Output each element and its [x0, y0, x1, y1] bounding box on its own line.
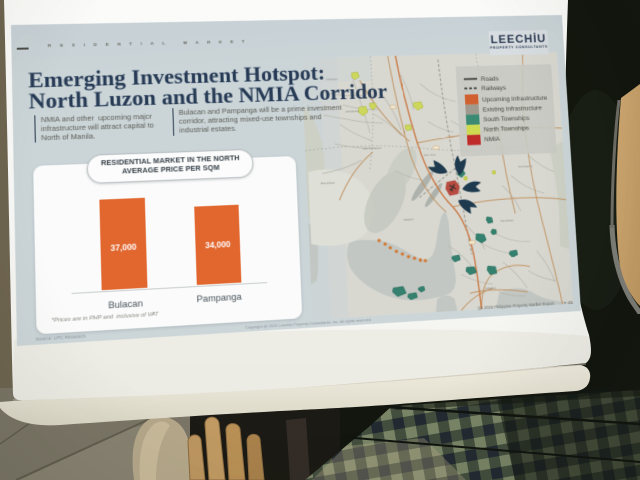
svg-text:Roads: Roads	[481, 76, 500, 83]
svg-text:South Townships: South Townships	[483, 115, 530, 123]
svg-text:San Fernando: San Fernando	[363, 146, 382, 150]
svg-text:NMIA: NMIA	[484, 136, 500, 143]
svg-text:Montalban: Montalban	[500, 218, 514, 222]
svg-text:Upcoming Infrastructure: Upcoming Infrastructure	[482, 95, 548, 103]
svg-text:Malolos: Malolos	[404, 217, 415, 221]
svg-text:North Townships: North Townships	[484, 125, 530, 133]
svg-text:BALANGA: BALANGA	[321, 181, 336, 185]
svg-text:MANILA: MANILA	[485, 286, 497, 290]
svg-text:ANGELES: ANGELES	[345, 109, 359, 113]
svg-text:Railways: Railways	[481, 85, 506, 92]
svg-text:Norzagaray: Norzagaray	[518, 164, 533, 168]
svg-text:TARLAC: TARLAC	[326, 77, 338, 81]
svg-text:San Jose: San Jose	[424, 153, 437, 157]
svg-text:Existing Infrastructure: Existing Infrastructure	[483, 105, 543, 113]
